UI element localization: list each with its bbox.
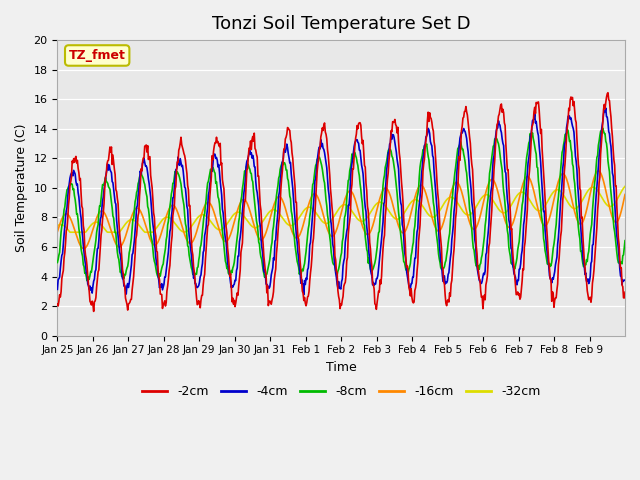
Text: TZ_fmet: TZ_fmet	[68, 49, 125, 62]
Title: Tonzi Soil Temperature Set D: Tonzi Soil Temperature Set D	[212, 15, 470, 33]
Y-axis label: Soil Temperature (C): Soil Temperature (C)	[15, 124, 28, 252]
Legend: -2cm, -4cm, -8cm, -16cm, -32cm: -2cm, -4cm, -8cm, -16cm, -32cm	[137, 380, 545, 403]
X-axis label: Time: Time	[326, 361, 356, 374]
